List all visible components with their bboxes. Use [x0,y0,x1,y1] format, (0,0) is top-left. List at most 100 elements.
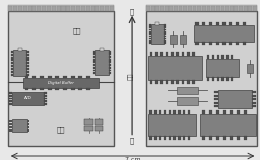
Bar [214,91,218,93]
Bar [93,56,95,58]
Bar [164,29,166,30]
Bar [214,105,218,108]
Bar [76,6,80,11]
Bar [214,95,218,97]
Bar [154,136,157,140]
Bar [27,68,29,70]
Bar [173,136,176,140]
Bar [11,68,13,70]
Bar [164,38,166,39]
Bar [150,52,152,56]
Bar [155,80,158,84]
Bar [178,110,181,114]
Bar [252,98,256,100]
Text: 數字: 數字 [73,28,81,34]
Bar [252,91,256,93]
Bar [164,26,166,28]
Bar [164,136,166,140]
Bar [78,88,82,90]
Bar [160,52,163,56]
Bar [231,55,233,59]
Bar [28,6,32,11]
Bar [188,110,190,114]
Bar [164,33,166,35]
Bar [27,74,29,76]
Bar [216,110,219,114]
Bar [52,6,56,11]
Bar [244,136,247,140]
Bar [11,71,13,73]
Bar [148,114,196,136]
Bar [150,80,152,84]
Bar [110,6,114,11]
Bar [217,55,219,59]
Bar [11,57,13,59]
Bar [27,65,29,67]
Bar [187,80,190,84]
Bar [164,24,166,26]
Bar [174,6,178,11]
Text: A/D: A/D [24,96,32,100]
Bar [27,51,29,53]
Bar [226,77,229,81]
Bar [173,110,176,114]
Bar [9,95,12,97]
Bar [149,29,151,30]
Bar [202,6,206,11]
Bar [237,110,241,114]
Bar [148,56,202,80]
Bar [8,5,114,11]
Bar [177,87,198,94]
Text: 頻率: 頻率 [128,72,134,80]
Bar [11,65,13,67]
Bar [42,6,46,11]
Bar [84,126,93,131]
Bar [81,6,85,11]
Bar [44,95,47,97]
Bar [9,103,12,105]
Bar [236,42,239,45]
Bar [249,6,252,11]
Bar [155,22,159,25]
Bar [11,54,13,56]
Bar [93,61,95,63]
Bar [37,6,41,11]
Bar [86,6,90,11]
Bar [188,6,192,11]
Bar [150,136,152,140]
Bar [160,6,164,11]
Bar [182,52,184,56]
Bar [229,42,232,45]
Bar [8,11,114,146]
Bar [149,33,151,35]
Bar [243,22,246,25]
Bar [109,67,111,69]
Bar [149,36,151,37]
Bar [32,76,36,78]
Bar [164,31,166,33]
Bar [25,76,29,78]
Bar [23,6,27,11]
Bar [171,52,174,56]
Bar [166,80,168,84]
Bar [192,80,195,84]
Bar [71,6,75,11]
Bar [188,136,190,140]
Bar [154,110,157,114]
Bar [27,59,29,61]
Bar [9,120,12,122]
Bar [18,6,22,11]
Bar [32,6,36,11]
Bar [27,129,29,132]
Bar [209,22,212,25]
Bar [44,92,47,94]
Bar [27,57,29,59]
Bar [95,50,109,75]
Bar [222,22,226,25]
Bar [12,119,27,132]
Bar [216,136,219,140]
Bar [252,101,256,104]
Bar [86,76,90,78]
Bar [8,6,12,11]
Bar [63,76,67,78]
